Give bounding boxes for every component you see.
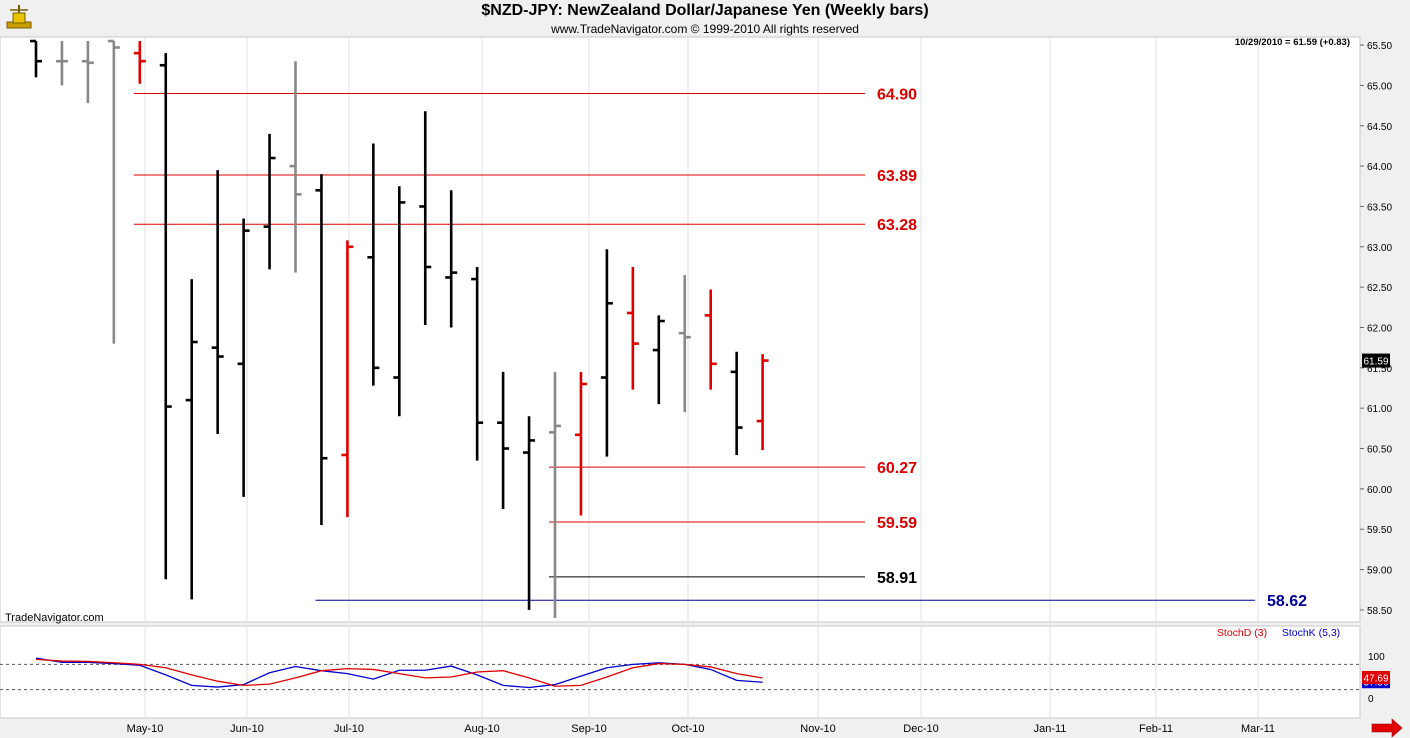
ohlc-bar: [549, 371, 561, 618]
price-panel: [0, 36, 1361, 623]
ohlc-bar: [367, 143, 380, 386]
ohlc-bar: [393, 186, 406, 417]
ohlc-bar: [55, 41, 68, 86]
y-tick-label: 65.50: [1367, 41, 1392, 52]
stoch-d-line: [35, 658, 763, 687]
ohlc-bar: [445, 190, 458, 328]
x-tick-label: Jul-10: [334, 723, 364, 735]
ohlc-bar: [289, 61, 302, 273]
last-price-badge: [1362, 353, 1390, 368]
y-tick-label: 63.00: [1367, 243, 1392, 254]
y-tick-label: 61.50: [1367, 364, 1392, 375]
y-tick-label: 63.50: [1367, 202, 1392, 213]
ohlc-bar: [756, 354, 769, 451]
level-label: 58.91: [877, 570, 917, 587]
x-tick-label: Feb-11: [1139, 723, 1173, 735]
x-tick-label: Nov-10: [800, 723, 835, 735]
ohlc-bar: [497, 371, 510, 510]
ohlc-bar: [523, 416, 536, 610]
y-tick-label: 62.50: [1367, 283, 1392, 294]
stoch-k-line: [35, 657, 763, 689]
level-label: 58.62: [1267, 593, 1307, 610]
ohlc-bar: [263, 133, 276, 270]
x-tick-label: Sep-10: [571, 723, 606, 735]
x-tick-label: Aug-10: [464, 723, 499, 735]
last-price-label: 61.59: [1363, 357, 1388, 368]
stoch-d-legend: StochD (3): [1217, 627, 1267, 639]
level-label: 63.89: [877, 168, 917, 185]
x-tick-label: Mar-11: [1241, 723, 1275, 735]
ohlc-bar: [107, 39, 120, 344]
y-tick-label: 60.50: [1367, 445, 1392, 456]
y-tick-label: 65.00: [1367, 81, 1392, 92]
stoch-k-legend: StochK (5,3): [1282, 627, 1340, 639]
y-tick-label: 64.50: [1367, 122, 1392, 133]
level-label: 63.28: [877, 217, 917, 234]
ohlc-bar: [600, 249, 613, 457]
ohlc-bar: [211, 170, 224, 434]
ohlc-bar: [159, 53, 172, 580]
chart-title: $NZD-JPY: NewZealand Dollar/Japanese Yen…: [481, 2, 929, 19]
y-tick-label: 60.00: [1367, 485, 1392, 496]
ohlc-bar: [341, 240, 354, 518]
y-tick-label: 62.00: [1367, 323, 1392, 334]
y-tick-label: 59.00: [1367, 566, 1392, 577]
ohlc-bar: [315, 174, 328, 526]
ohlc-bar: [574, 371, 587, 516]
ohlc-bar: [626, 266, 639, 390]
level-label: 59.59: [877, 515, 917, 532]
quote-label: 10/29/2010 = 61.59 (+0.83): [1235, 37, 1350, 48]
ohlc-bar: [678, 275, 691, 413]
y-tick-label: 59.50: [1367, 525, 1392, 536]
x-tick-label: Jan-11: [1034, 723, 1067, 735]
ohlc-bar: [419, 111, 432, 326]
trade-navigator-logo-icon: [6, 5, 32, 29]
x-tick-label: Oct-10: [671, 723, 704, 735]
level-label: 64.90: [877, 86, 917, 103]
y-tick-label: 58.50: [1367, 606, 1392, 617]
chart-subtitle: www.TradeNavigator.com © 1999-2010 All r…: [551, 22, 859, 36]
stoch-d-value: 47.69: [1363, 673, 1388, 684]
y-tick-label: 61.00: [1367, 404, 1392, 415]
y-tick-label: 64.00: [1367, 162, 1392, 173]
x-tick-label: May-10: [127, 723, 164, 735]
ohlc-bar: [237, 218, 250, 497]
ohlc-bar: [730, 351, 743, 455]
stoch-y-tick-label: 100: [1368, 652, 1385, 663]
stoch-d-badge: [1362, 670, 1390, 684]
ohlc-bar: [81, 41, 94, 104]
stoch-y-tick-label: 0: [1368, 694, 1374, 705]
x-tick-label: Jun-10: [230, 723, 264, 735]
level-label: 60.27: [877, 460, 917, 477]
stochastic-panel: [0, 625, 1361, 719]
ohlc-bar: [185, 279, 198, 600]
x-tick-label: Dec-10: [903, 723, 938, 735]
ohlc-bar: [652, 315, 665, 405]
ohlc-bar: [704, 289, 717, 390]
ohlc-bar: [133, 41, 146, 84]
ohlc-bars: [30, 39, 769, 618]
scroll-right-arrow-icon[interactable]: [1371, 718, 1403, 738]
ohlc-bar: [30, 39, 42, 78]
watermark: TradeNavigator.com: [5, 612, 104, 624]
ohlc-bar: [471, 266, 484, 461]
